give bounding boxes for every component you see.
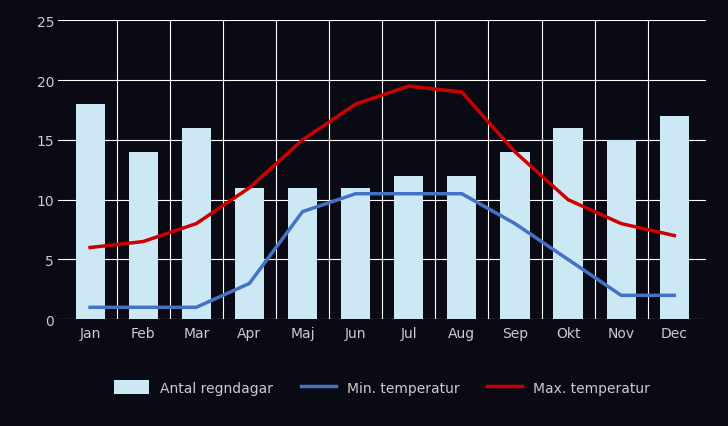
Legend: Antal regndagar, Min. temperatur, Max. temperatur: Antal regndagar, Min. temperatur, Max. t… — [108, 374, 657, 402]
Bar — [606, 141, 636, 320]
Bar — [660, 117, 689, 320]
Bar — [288, 188, 317, 320]
Bar — [182, 129, 211, 320]
Bar — [553, 129, 582, 320]
Bar — [447, 176, 476, 320]
Bar — [394, 176, 424, 320]
Bar — [341, 188, 371, 320]
Bar — [235, 188, 264, 320]
Bar — [76, 105, 105, 320]
Bar — [500, 153, 529, 320]
Bar — [129, 153, 158, 320]
